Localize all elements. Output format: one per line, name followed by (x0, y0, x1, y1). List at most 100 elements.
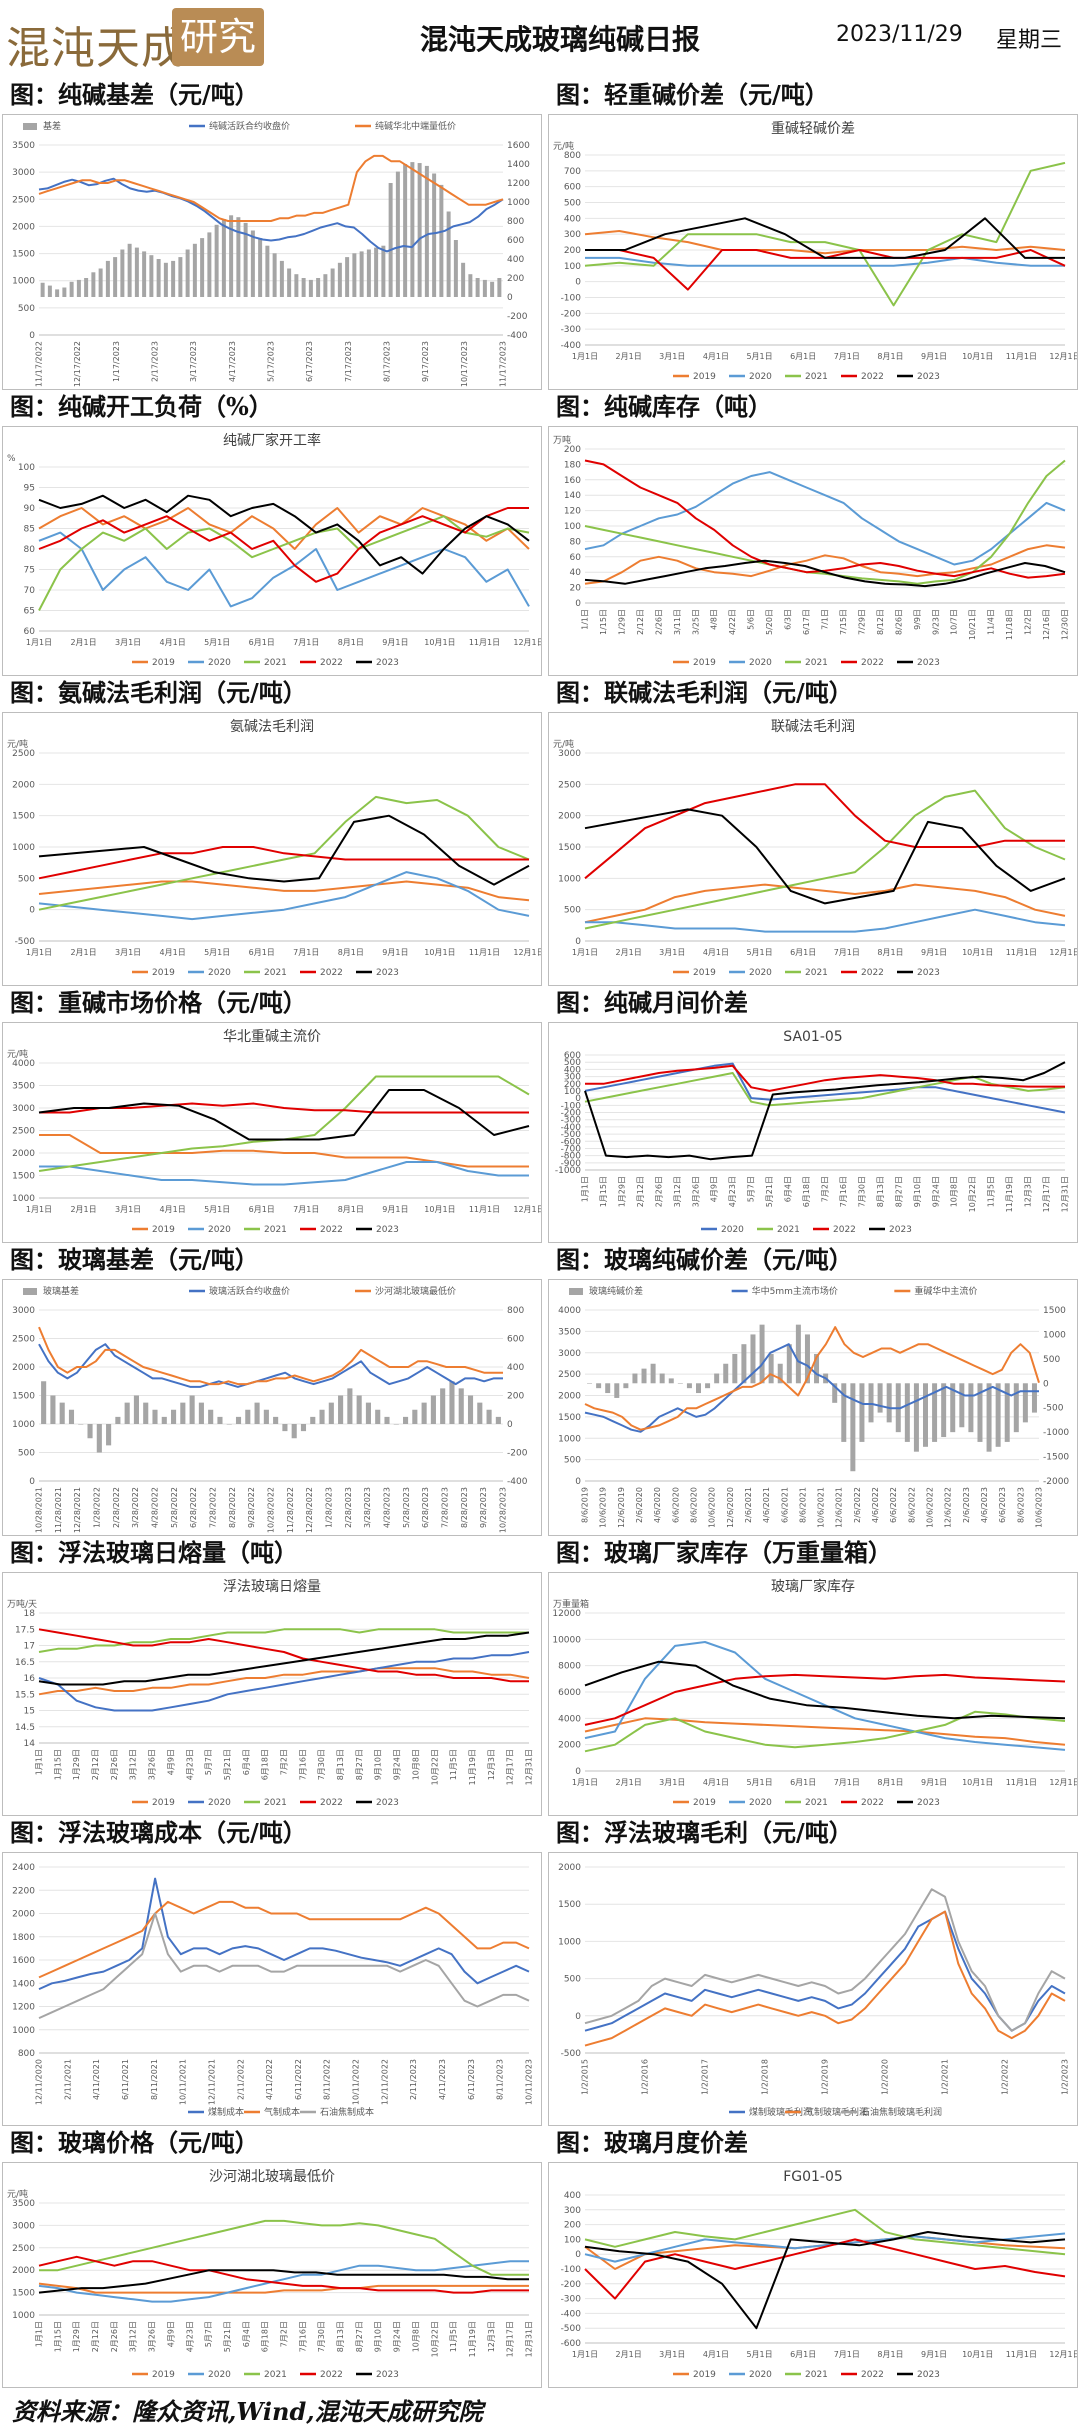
legend-label: 玻璃纯碱价差 (589, 1285, 643, 1297)
x-tick-label: 11月1日 (469, 1205, 500, 1214)
chart-frame: 纯碱厂家开工率% 60 65 70 75 80 85 90 95 100 1月1日 2月1日 3月1日 4… (2, 426, 542, 676)
legend-item: 玻璃活跃合约收盘价 (189, 1285, 290, 1297)
panel-p12: 图：玻璃厂家库存（万重量箱） 玻璃厂家库存 万重量箱 0 2000 4000 6000 800… (548, 1536, 1078, 1816)
x-tick-label: 12月31日 (1061, 1176, 1070, 1212)
y-tick-label: 1000 (12, 2311, 35, 2321)
bar (180, 1402, 186, 1424)
series-line (38, 1912, 530, 2020)
y-axis-unit: 万吨 (553, 434, 571, 446)
y-tick-label: 500 (564, 199, 581, 209)
y-tick-label: 1000 (12, 277, 35, 287)
y-tick-label: 60 (570, 553, 582, 563)
x-tick-label: 6月18日 (261, 1749, 270, 1780)
series-line (38, 531, 530, 608)
y-tick-label: 1500 (12, 812, 35, 822)
y-tick-label: 0 (575, 937, 581, 947)
bar (308, 279, 313, 297)
x-tick-label: 8月27日 (355, 1749, 364, 1780)
bar (356, 1395, 362, 1424)
legend-label: 2019 (152, 968, 175, 978)
legend-label: 2022 (320, 658, 343, 668)
legend-item: 基差 (23, 120, 61, 132)
x-tick-label: 5/28/2023 (402, 1487, 411, 1528)
legend-item: 2022 (300, 1798, 343, 1808)
bar (366, 249, 371, 297)
y-tick-label: 4000 (558, 1714, 581, 1724)
series-line (584, 1710, 1066, 1753)
y-tick-label: 80 (24, 545, 36, 555)
bar (468, 274, 473, 297)
bar (87, 1424, 93, 1439)
x-tick-label: 5月21日 (223, 2321, 232, 2352)
x-tick-label: 7/1日 (821, 609, 830, 630)
bar (859, 1383, 865, 1442)
y-tick-label: 2500 (12, 1335, 35, 1345)
x-tick-label: 1/29日 (617, 609, 626, 635)
legend-label: 2023 (376, 2370, 399, 2380)
y-tick-label: 1600 (12, 1956, 35, 1966)
legend-item: 华中5mm主流市场价 (731, 1285, 838, 1297)
chart-svg: 0 500 1000 1500 2000 2500 3000 -400 -200 0 200 400 6… (12, 1285, 528, 1533)
x-tick-label: 2月26日 (110, 2321, 119, 2352)
legend-label: 2022 (861, 658, 884, 668)
x-tick-label: 11月5日 (449, 1749, 458, 1780)
x-tick-label: 9月1日 (921, 352, 947, 361)
y-tick-label: 15 (24, 1707, 35, 1717)
x-tick-label: 12/11/2021 (207, 2059, 216, 2105)
x-tick-label: 3月1日 (115, 1205, 141, 1214)
series-line (584, 459, 1066, 585)
x-tick-label: 10/6/2023 (1035, 1487, 1044, 1528)
x-tick-label: 5月1日 (746, 1778, 772, 1787)
legend-label: 石油焦制玻璃毛利润 (861, 2106, 942, 2118)
y-tick-label: 2000 (12, 1149, 35, 1159)
y-axis-unit: 元/吨 (553, 738, 574, 750)
bar (120, 249, 125, 297)
x-tick-label: 2月1日 (70, 638, 96, 647)
bar (932, 1383, 938, 1442)
y2-tick-label: -200 (507, 312, 528, 322)
bar (449, 1381, 455, 1424)
x-tick-label: 4月1日 (160, 638, 186, 647)
bar (374, 247, 379, 297)
x-tick-label: 2月1日 (70, 948, 96, 957)
legend-item: 2021 (785, 658, 828, 668)
x-tick-label: 1/2/2015 (581, 2059, 590, 2095)
legend-label: 2022 (320, 2370, 343, 2380)
legend-item: 2023 (897, 968, 940, 978)
y-tick-label: 18 (24, 1609, 36, 1619)
legend-label: 2019 (693, 2370, 716, 2380)
x-tick-label: 10月1日 (962, 2350, 993, 2359)
legend-label: 2019 (152, 1798, 175, 1808)
chart-frame: SA01-05 -1000 -900 -800 -700 -600 -500 -400 -300… (548, 1022, 1078, 1243)
x-tick-label: 6/28/2022 (189, 1487, 198, 1528)
chart-frame: 玻璃厂家库存 万重量箱 0 2000 4000 6000 8000 10000 12000 1月1… (548, 1572, 1078, 1816)
x-tick-label: 8/11/2022 (323, 2059, 332, 2100)
legend-item: 2022 (841, 372, 884, 382)
x-tick-label: 6/11/2021 (121, 2059, 130, 2100)
legend-label: 纯碱活跃合约收盘价 (209, 120, 290, 132)
bar (605, 1383, 611, 1394)
bar (777, 1363, 783, 1384)
legend-item: 玻璃基差 (23, 1285, 79, 1297)
x-tick-label: 6月1日 (790, 1778, 816, 1787)
x-tick-label: 5月1日 (204, 1205, 230, 1214)
x-tick-label: 10/28/2022 (267, 1487, 276, 1533)
bar (804, 1334, 810, 1384)
x-tick-label: 10月8日 (950, 1176, 959, 1207)
x-tick-label: 10月1日 (424, 638, 455, 647)
x-tick-label: 4月1日 (160, 948, 186, 957)
x-tick-label: 7月1日 (293, 948, 319, 957)
bar (156, 259, 161, 297)
x-tick-label: 9月1日 (921, 948, 947, 957)
x-tick-label: 1月1日 (35, 1749, 44, 1775)
legend-item: 2023 (869, 1225, 912, 1235)
x-tick-label: 2月1日 (616, 1778, 642, 1787)
x-tick-label: 12月3日 (1024, 1176, 1033, 1207)
legend-item: 2021 (785, 372, 828, 382)
chart-title: 浮法玻璃日熔量 (223, 1578, 321, 1595)
x-tick-label: 2月1日 (616, 948, 642, 957)
y-tick-label: 0 (575, 1094, 581, 1104)
x-tick-label: 7月1日 (834, 1778, 860, 1787)
x-tick-label: 3月26日 (691, 1176, 700, 1207)
